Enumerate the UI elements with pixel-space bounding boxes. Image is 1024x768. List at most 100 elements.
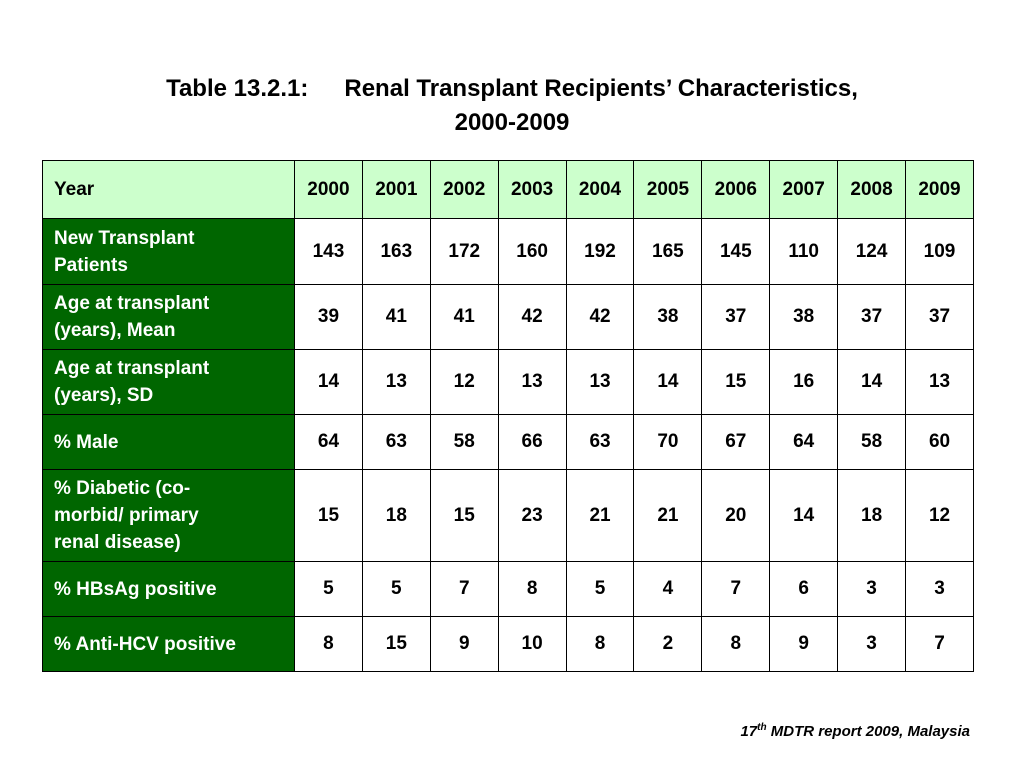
- value-cell: 13: [565, 349, 635, 415]
- value-cell: 63: [361, 414, 431, 470]
- value-cell: 18: [837, 469, 907, 562]
- value-cell: 145: [701, 218, 771, 285]
- value-cell: 6: [769, 561, 839, 617]
- value-cell: 64: [769, 414, 839, 470]
- row-label-line: Patients: [54, 254, 128, 276]
- value-cell: 7: [429, 561, 499, 617]
- value-cell: 9: [429, 616, 499, 672]
- year-header-cell: 2005: [633, 160, 703, 219]
- row-label-line: Age at transplant: [54, 358, 210, 379]
- value-cell: 172: [429, 218, 499, 285]
- characteristics-table: Year 2000 2001 2002 2003 2004 2005 2006 2007 2008…: [42, 160, 974, 672]
- value-cell: 109: [905, 218, 974, 285]
- value-cell: 38: [769, 284, 839, 350]
- value-cell: 13: [361, 349, 431, 415]
- title-line-2: 2000-2009: [454, 109, 570, 136]
- year-header-cell: 2006: [701, 160, 771, 219]
- source-number: 17: [740, 723, 758, 740]
- value-cell: 41: [429, 284, 499, 350]
- table-number: Table 13.2.1:: [166, 75, 309, 102]
- year-header-cell: 2001: [361, 160, 431, 219]
- row-label: % Male: [42, 414, 295, 470]
- row-label: Age at transplant (years), SD: [42, 349, 295, 415]
- value-cell: 20: [701, 469, 771, 562]
- value-cell: 163: [361, 218, 431, 285]
- row-label: % Diabetic (co-morbid/ primary renal dise…: [42, 469, 295, 562]
- value-cell: 110: [769, 218, 839, 285]
- value-cell: 192: [565, 218, 635, 285]
- value-cell: 4: [633, 561, 703, 617]
- value-cell: 5: [294, 561, 363, 617]
- value-cell: 9: [769, 616, 839, 672]
- table-row: % Male 64 63 58 66 63 70 67 64 58 60: [42, 414, 974, 470]
- value-cell: 3: [837, 616, 907, 672]
- year-header-cell: 2008: [837, 160, 907, 219]
- year-header-cell: 2007: [769, 160, 839, 219]
- row-label-line: % Male: [54, 431, 119, 453]
- value-cell: 14: [769, 469, 839, 562]
- title-line-1: Table 13.2.1: Renal Transplant Recipients…: [0, 72, 1024, 106]
- table-caption: Renal Transplant Recipients’ Characteris…: [344, 75, 858, 102]
- row-label: New Transplant Patients: [42, 218, 295, 285]
- value-cell: 13: [905, 349, 974, 415]
- value-cell: 12: [905, 469, 974, 562]
- value-cell: 10: [497, 616, 567, 672]
- row-label-line: New Transplant: [54, 227, 195, 249]
- year-header-cell: 2004: [565, 160, 635, 219]
- row-label: Age at transplant (years), Mean: [42, 284, 295, 350]
- value-cell: 42: [497, 284, 567, 350]
- value-cell: 66: [497, 414, 567, 470]
- value-cell: 2: [633, 616, 703, 672]
- value-cell: 67: [701, 414, 771, 470]
- value-cell: 15: [361, 616, 431, 672]
- source-text: MDTR report 2009, Malaysia: [766, 723, 970, 740]
- table-row: % Diabetic (co-morbid/ primary renal dise…: [42, 469, 974, 562]
- table-row: New Transplant Patients 143 163 172 160 192 165…: [42, 218, 974, 285]
- value-cell: 3: [905, 561, 974, 617]
- value-cell: 64: [294, 414, 363, 470]
- value-cell: 143: [294, 218, 363, 285]
- value-cell: 63: [565, 414, 635, 470]
- value-cell: 15: [429, 469, 499, 562]
- value-cell: 12: [429, 349, 499, 415]
- header-row: Year 2000 2001 2002 2003 2004 2005 2006 2007 2008…: [42, 160, 974, 219]
- value-cell: 60: [905, 414, 974, 470]
- table-row: Age at transplant (years), SD 14 13 12 13 13 14…: [42, 349, 974, 415]
- row-label-line: (years), Mean: [54, 320, 176, 341]
- value-cell: 7: [905, 616, 974, 672]
- value-cell: 58: [429, 414, 499, 470]
- row-label-line: % HBsAg positive: [54, 578, 217, 600]
- year-header-cell: 2002: [429, 160, 499, 219]
- value-cell: 13: [497, 349, 567, 415]
- year-header-cell: 2003: [497, 160, 567, 219]
- table-row: % Anti-HCV positive 8 15 9 10 8 2 8 9 3 7: [42, 616, 974, 672]
- year-header-cell: 2000: [294, 160, 363, 219]
- value-cell: 21: [565, 469, 635, 562]
- value-cell: 5: [565, 561, 635, 617]
- value-cell: 8: [565, 616, 635, 672]
- value-cell: 41: [361, 284, 431, 350]
- row-label-line: % Anti-HCV positive: [54, 633, 236, 655]
- value-cell: 8: [701, 616, 771, 672]
- source-superscript: th: [757, 722, 767, 733]
- value-cell: 37: [905, 284, 974, 350]
- value-cell: 16: [769, 349, 839, 415]
- row-label: % Anti-HCV positive: [42, 616, 295, 672]
- value-cell: 18: [361, 469, 431, 562]
- table-row: % HBsAg positive 5 5 7 8 5 4 7 6 3 3: [42, 561, 974, 617]
- value-cell: 23: [497, 469, 567, 562]
- value-cell: 14: [633, 349, 703, 415]
- row-label-line: Age at transplant: [54, 293, 210, 314]
- value-cell: 21: [633, 469, 703, 562]
- value-cell: 8: [294, 616, 363, 672]
- value-cell: 3: [837, 561, 907, 617]
- value-cell: 124: [837, 218, 907, 285]
- row-label: % HBsAg positive: [42, 561, 295, 617]
- year-header-cell: 2009: [905, 160, 974, 219]
- year-header-label: Year: [42, 160, 295, 219]
- value-cell: 37: [837, 284, 907, 350]
- table-title: Table 13.2.1: Renal Transplant Recipients…: [0, 72, 1024, 140]
- source-note: 17th MDTR report 2009, Malaysia: [740, 722, 970, 740]
- value-cell: 70: [633, 414, 703, 470]
- row-label-line: morbid/ primary: [54, 505, 199, 526]
